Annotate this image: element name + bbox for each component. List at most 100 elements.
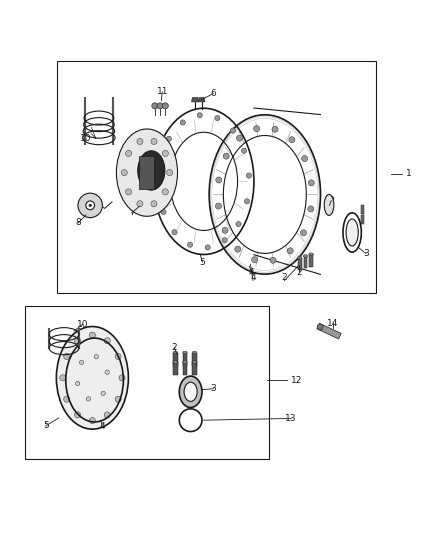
Circle shape (246, 173, 251, 178)
Ellipse shape (192, 351, 197, 354)
Ellipse shape (184, 382, 197, 401)
Text: 10: 10 (80, 134, 92, 143)
Polygon shape (173, 352, 177, 366)
Circle shape (137, 139, 143, 144)
Text: 1: 1 (406, 169, 412, 179)
Circle shape (197, 112, 202, 118)
Circle shape (287, 248, 293, 254)
Text: 7: 7 (129, 208, 134, 217)
Text: 14: 14 (327, 319, 338, 328)
Text: 2: 2 (172, 343, 177, 352)
Polygon shape (198, 98, 205, 102)
Circle shape (216, 177, 222, 183)
Circle shape (89, 417, 95, 424)
Circle shape (184, 414, 197, 427)
Text: 5: 5 (43, 422, 49, 430)
Polygon shape (361, 215, 364, 224)
Circle shape (205, 245, 210, 250)
Ellipse shape (183, 361, 187, 364)
Circle shape (60, 375, 66, 381)
Polygon shape (298, 258, 301, 270)
Ellipse shape (303, 255, 307, 257)
Text: 10: 10 (77, 320, 88, 329)
Circle shape (161, 209, 166, 215)
Ellipse shape (297, 256, 302, 259)
Polygon shape (183, 352, 187, 366)
Circle shape (289, 136, 295, 143)
Text: 3: 3 (210, 384, 216, 393)
Circle shape (301, 156, 307, 161)
Ellipse shape (179, 376, 202, 408)
Circle shape (162, 189, 168, 195)
Circle shape (215, 203, 222, 209)
Ellipse shape (173, 351, 178, 354)
Circle shape (94, 354, 99, 359)
Polygon shape (317, 324, 341, 339)
Circle shape (151, 201, 157, 207)
Circle shape (86, 201, 95, 210)
Circle shape (308, 206, 314, 212)
Ellipse shape (309, 253, 313, 256)
Circle shape (223, 153, 229, 159)
Ellipse shape (183, 351, 187, 354)
Circle shape (105, 370, 110, 374)
Polygon shape (191, 98, 198, 102)
Circle shape (121, 169, 127, 176)
Circle shape (126, 189, 132, 195)
Circle shape (74, 338, 81, 344)
Text: 4: 4 (250, 273, 256, 282)
Polygon shape (173, 362, 177, 375)
Circle shape (300, 230, 307, 236)
Polygon shape (361, 205, 364, 214)
Circle shape (222, 238, 227, 243)
Polygon shape (192, 352, 197, 366)
Circle shape (317, 324, 323, 330)
Circle shape (158, 159, 163, 164)
Polygon shape (192, 362, 197, 375)
Ellipse shape (192, 361, 197, 364)
Text: 6: 6 (210, 89, 216, 98)
Circle shape (137, 201, 143, 207)
Ellipse shape (117, 129, 177, 216)
Circle shape (215, 116, 220, 120)
Text: 4: 4 (99, 422, 105, 431)
Circle shape (64, 353, 70, 359)
Polygon shape (183, 362, 187, 375)
Circle shape (222, 227, 228, 233)
Circle shape (166, 169, 173, 176)
Text: 9: 9 (328, 196, 334, 205)
Polygon shape (304, 256, 307, 268)
Circle shape (162, 150, 168, 157)
Circle shape (126, 150, 132, 157)
Circle shape (151, 139, 157, 144)
Circle shape (244, 199, 250, 204)
Circle shape (235, 246, 241, 252)
Circle shape (101, 391, 106, 395)
Circle shape (187, 242, 193, 247)
Circle shape (308, 180, 314, 186)
Circle shape (251, 256, 258, 263)
Circle shape (236, 221, 241, 227)
Text: 3: 3 (363, 249, 368, 258)
Circle shape (180, 120, 185, 125)
Ellipse shape (138, 151, 165, 190)
Polygon shape (309, 254, 313, 266)
Polygon shape (139, 156, 153, 189)
Circle shape (272, 126, 278, 132)
Circle shape (254, 126, 260, 132)
Circle shape (166, 136, 172, 141)
Text: 5: 5 (200, 257, 205, 266)
Text: 4: 4 (248, 268, 254, 277)
Circle shape (119, 375, 125, 381)
Ellipse shape (346, 219, 358, 246)
Circle shape (115, 396, 121, 402)
Circle shape (75, 381, 80, 386)
Circle shape (74, 412, 81, 418)
Ellipse shape (324, 195, 334, 215)
Circle shape (86, 397, 91, 401)
Circle shape (79, 360, 84, 365)
Circle shape (172, 230, 177, 235)
Circle shape (89, 332, 95, 338)
Circle shape (241, 148, 247, 154)
Ellipse shape (173, 361, 178, 364)
